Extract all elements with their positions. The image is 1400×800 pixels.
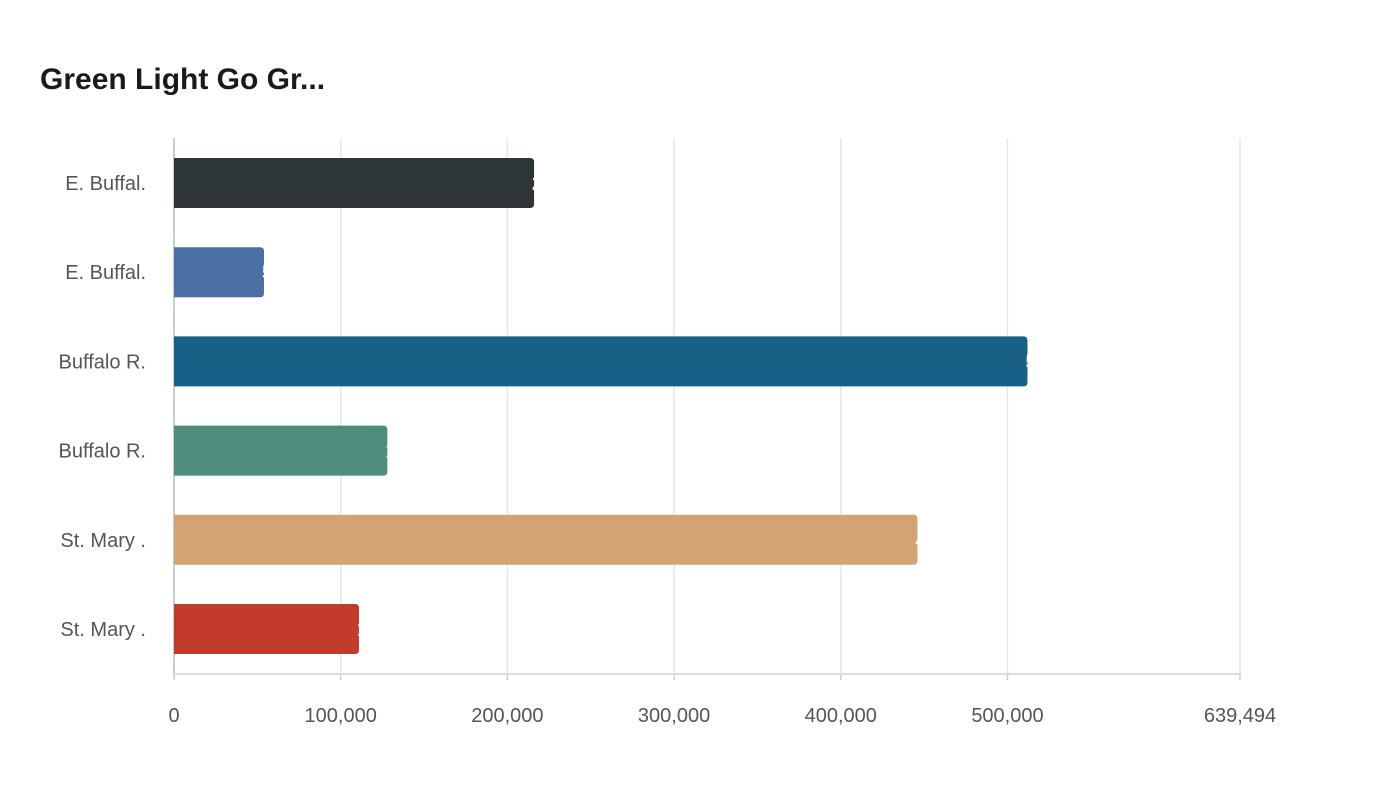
x-tick-label: 500,000 xyxy=(971,705,1043,727)
bar-value-label: 5 xyxy=(262,262,273,284)
bar[interactable] xyxy=(174,247,265,298)
axes xyxy=(173,138,1241,680)
y-category-label: St. Mary . xyxy=(60,619,146,641)
bar[interactable] xyxy=(174,158,535,208)
grid-lines xyxy=(339,138,1241,674)
x-tick-label: 200,000 xyxy=(471,705,543,727)
x-tick-label: 100,000 xyxy=(305,705,377,727)
x-tick-label: 400,000 xyxy=(805,705,877,727)
x-tick-label: 0 xyxy=(168,705,179,727)
y-category-label: E. Buffal. xyxy=(65,173,146,195)
bar-value-label: 5 xyxy=(1025,351,1036,373)
bar[interactable] xyxy=(174,514,918,565)
x-tick-label: 300,000 xyxy=(638,705,710,727)
y-category-label: St. Mary . xyxy=(60,530,146,552)
bar[interactable] xyxy=(174,604,360,654)
bar[interactable] xyxy=(174,425,388,476)
chart-title: Green Light Go Gr... xyxy=(40,63,326,96)
bar-value-label: 2 xyxy=(532,173,543,195)
labels: 0 100,000 200,000 300,000 400,000 500,000 639,… xyxy=(59,173,1277,727)
bar-value-label: 1 xyxy=(357,619,368,641)
y-category-label: Buffalo R. xyxy=(59,351,146,373)
bars xyxy=(174,158,1028,654)
y-category-label: Buffalo R. xyxy=(59,441,146,463)
y-category-label: E. Buffal. xyxy=(65,262,146,284)
bar[interactable] xyxy=(174,336,1028,387)
bar-value-label: 1 xyxy=(385,441,396,463)
x-tick-label: 639,494 xyxy=(1204,705,1276,727)
bar-value-label: 4 xyxy=(915,530,927,552)
